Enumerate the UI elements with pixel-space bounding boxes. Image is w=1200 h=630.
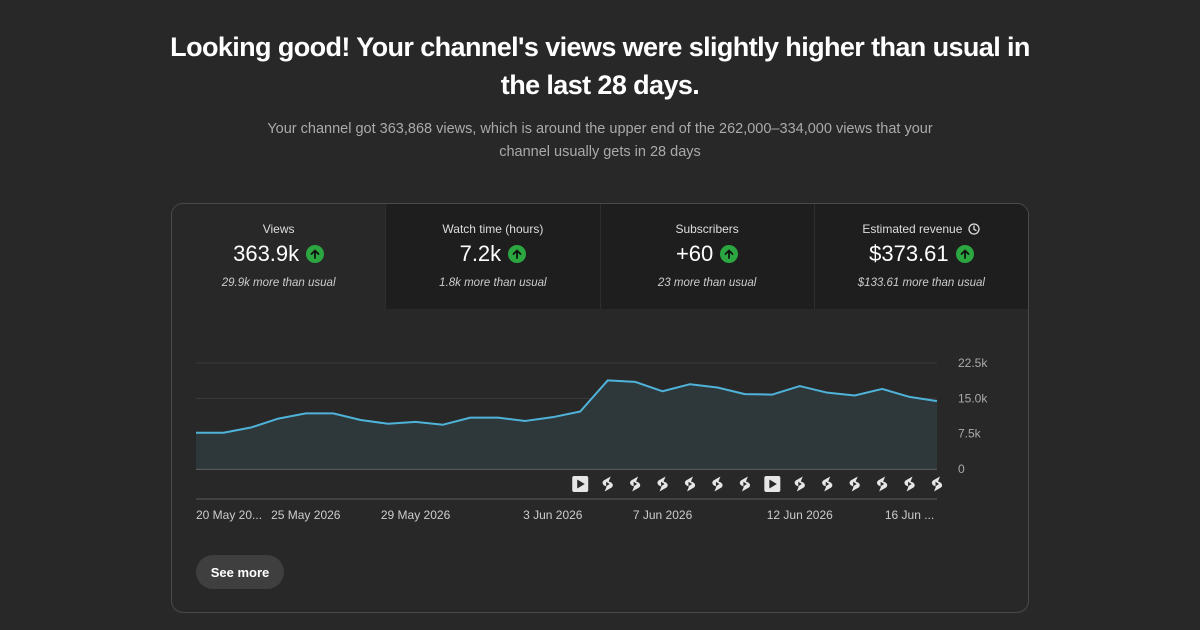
clock-icon	[968, 223, 981, 235]
y-tick-label: 7.5k	[958, 427, 982, 441]
summary-text: Your channel got 363,868 views, which is…	[267, 121, 933, 160]
shorts-play	[880, 481, 885, 487]
metric-value: 363.9k	[233, 241, 300, 266]
metric-value: 7.2k	[459, 241, 502, 266]
metric-note: 29.9k more than usual	[221, 277, 336, 289]
metrics-tabs: Views 363.9k 29.9k more than usual Watch…	[172, 204, 1028, 309]
x-tick-label: 29 May 2026	[381, 508, 451, 522]
metric-value: $373.61	[869, 241, 949, 266]
x-tick-label: 25 May 2026	[271, 508, 341, 522]
arrow-up-icon	[720, 245, 739, 263]
y-tick-label: 0	[958, 462, 965, 476]
metric-value: +60	[675, 241, 714, 266]
y-tick-label: 22.5k	[958, 356, 988, 370]
metric-label: Views	[262, 222, 295, 236]
x-tick-label: 3 Jun 2026	[523, 508, 583, 522]
shorts-play	[908, 481, 912, 487]
tab-views[interactable]: Views 363.9k 29.9k more than usual	[172, 204, 386, 309]
metric-label: Estimated revenue	[862, 222, 963, 236]
arrow-up-icon	[306, 245, 325, 263]
shorts-play	[606, 481, 610, 487]
metric-label: Subscribers	[675, 222, 739, 236]
tab-subscribers[interactable]: Subscribers +60 23 more than usual	[599, 204, 814, 309]
shorts-play	[743, 481, 747, 487]
x-tick-label: 20 May 20...	[196, 508, 262, 522]
shorts-play	[825, 481, 830, 487]
shorts-play	[661, 481, 665, 487]
tab-estimated-revenue[interactable]: Estimated revenue $373.61 $133.61 more t…	[813, 204, 1028, 309]
shorts-play	[798, 481, 802, 487]
tab-watch-time[interactable]: Watch time (hours) 7.2k 1.8k more than u…	[385, 204, 600, 309]
series-area	[196, 380, 937, 469]
shorts-play	[633, 481, 638, 487]
play-triangle	[577, 479, 585, 489]
shorts-play	[853, 481, 857, 487]
metric-note: $133.61 more than usual	[857, 277, 985, 289]
metric-label: Watch time (hours)	[442, 222, 544, 236]
shorts-play	[688, 481, 692, 487]
metric-note: 23 more than usual	[657, 277, 757, 289]
y-tick-label: 15.0k	[958, 391, 988, 405]
headline: Looking good! Your channel's views were …	[170, 32, 1030, 100]
arrow-up-icon	[955, 245, 974, 263]
shorts-play	[935, 481, 939, 487]
x-tick-label: 16 Jun ...	[885, 508, 934, 522]
x-tick-label: 12 Jun 2026	[767, 508, 833, 522]
see-more-button[interactable]: See more	[196, 555, 284, 589]
play-triangle	[769, 479, 777, 489]
arrow-up-icon	[508, 245, 527, 263]
analytics-card: Views 363.9k 29.9k more than usual Watch…	[171, 203, 1029, 613]
x-tick-label: 7 Jun 2026	[633, 508, 693, 522]
metric-note: 1.8k more than usual	[439, 277, 547, 289]
series-line	[196, 379, 938, 434]
shorts-play	[715, 481, 720, 487]
views-chart: 22.5k 15.0k 7.5k 0 20 May 20... 25 May 2026 29…	[196, 356, 988, 522]
